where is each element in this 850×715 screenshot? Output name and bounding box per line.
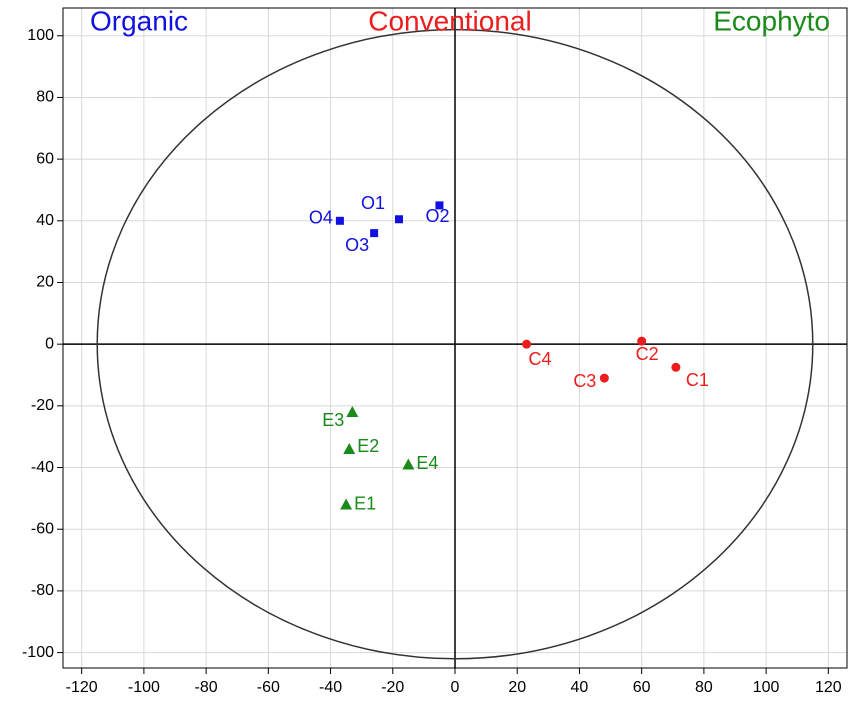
x-tick-label: 40 <box>571 679 589 696</box>
y-tick-label: -20 <box>31 397 54 414</box>
y-tick-label: 80 <box>36 89 54 106</box>
point-label: O2 <box>425 206 449 226</box>
x-tick-label: 60 <box>633 679 651 696</box>
x-tick-label: -100 <box>128 679 160 696</box>
legend-label: Ecophyto <box>713 5 830 36</box>
x-tick-label: -60 <box>257 679 280 696</box>
point-label: E4 <box>416 453 438 473</box>
confidence-ellipse <box>96 28 814 660</box>
point <box>637 336 647 346</box>
point <box>402 458 415 470</box>
point-label: C2 <box>636 344 659 364</box>
point <box>335 216 344 225</box>
x-tick-label: -120 <box>66 679 98 696</box>
point <box>671 362 681 372</box>
y-tick-label: 20 <box>36 274 54 291</box>
point <box>343 443 356 455</box>
y-tick-label: -100 <box>22 644 54 661</box>
point-label: E2 <box>357 436 379 456</box>
y-tick-label: 100 <box>27 27 54 44</box>
point-label: E3 <box>322 410 344 430</box>
x-tick-label: 120 <box>815 679 842 696</box>
y-tick-label: 0 <box>45 335 54 352</box>
x-tick-label: -20 <box>381 679 404 696</box>
y-tick-label: -40 <box>31 459 54 476</box>
y-tick-label: -60 <box>31 520 54 537</box>
x-tick-label: 0 <box>451 679 460 696</box>
x-tick-label: -40 <box>319 679 342 696</box>
point-label: C4 <box>529 349 552 369</box>
point <box>599 373 609 383</box>
point <box>370 229 379 238</box>
point <box>395 215 403 224</box>
point <box>340 498 353 510</box>
y-tick-label: -80 <box>31 582 54 599</box>
legend-label: Organic <box>90 5 188 36</box>
point-label: O1 <box>361 193 385 213</box>
point-label: C1 <box>686 370 709 390</box>
x-tick-label: 20 <box>508 679 526 696</box>
point-label: O3 <box>345 235 369 255</box>
x-tick-label: 100 <box>753 679 780 696</box>
point <box>346 406 359 418</box>
y-tick-label: 40 <box>36 212 54 229</box>
x-tick-label: 80 <box>695 679 713 696</box>
point-label: C3 <box>573 371 596 391</box>
point <box>435 201 444 210</box>
x-tick-label: -80 <box>195 679 218 696</box>
point-label: O4 <box>309 208 333 228</box>
y-tick-label: 60 <box>36 150 54 167</box>
point <box>522 339 532 349</box>
legend-label: Conventional <box>368 5 531 36</box>
point-label: E1 <box>354 493 376 513</box>
